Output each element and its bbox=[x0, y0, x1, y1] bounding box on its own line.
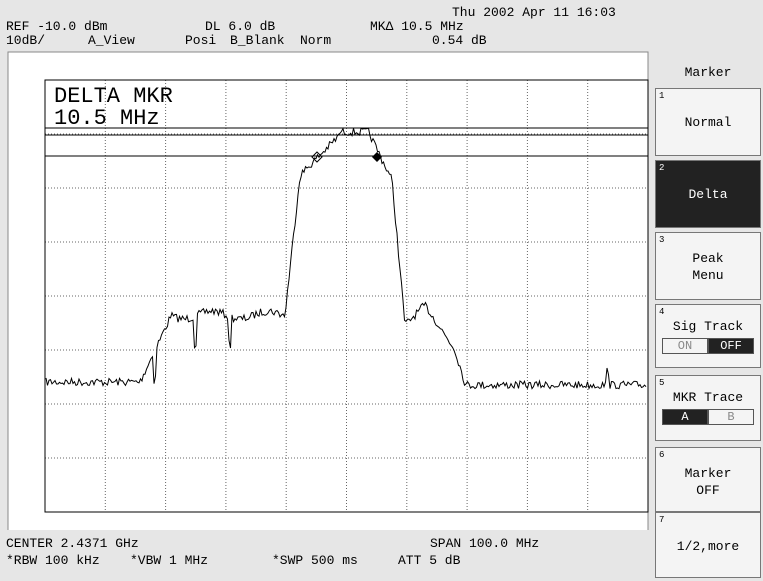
key-label: Sig Track bbox=[672, 319, 744, 334]
option[interactable]: OFF bbox=[708, 338, 754, 354]
softkey[interactable]: 1 Normal bbox=[655, 88, 761, 156]
ref-level: REF -10.0 dBm bbox=[6, 19, 108, 34]
marker-level: 0.54 dB bbox=[432, 33, 487, 48]
marker-delta: MKΔ 10.5 MHz bbox=[370, 19, 464, 34]
softkey[interactable]: 7 1/2,more bbox=[655, 512, 761, 578]
marker-value: 10.5 MHz bbox=[54, 106, 160, 131]
key-label: OFF bbox=[696, 483, 720, 498]
span: SPAN 100.0 MHz bbox=[430, 536, 540, 551]
graticule: DELTA MKR 10.5 MHz bbox=[7, 51, 649, 530]
mode: Norm bbox=[300, 33, 332, 48]
screen bbox=[7, 51, 649, 530]
swp: *SWP 500 ms bbox=[272, 553, 358, 568]
att: ATT 5 dB bbox=[398, 553, 461, 568]
trace bbox=[45, 127, 647, 390]
option[interactable]: B bbox=[708, 409, 754, 425]
softkey[interactable]: 4 Sig Track ON OFF bbox=[655, 304, 761, 368]
view: A_View bbox=[88, 33, 135, 48]
key-number: 2 bbox=[659, 163, 665, 173]
key-label: MKR Trace bbox=[672, 390, 744, 405]
menu-title: Marker bbox=[684, 65, 732, 80]
scale: 10dB/ bbox=[6, 33, 46, 48]
key-label: Peak bbox=[692, 251, 724, 266]
key-number: 4 bbox=[659, 307, 665, 317]
b-trace: B_Blank bbox=[230, 33, 285, 48]
vbw: *VBW 1 MHz bbox=[130, 553, 209, 568]
softkey[interactable]: 5 MKR Trace A B bbox=[655, 375, 761, 441]
key-label: Normal bbox=[684, 115, 732, 130]
softkey[interactable]: 6 Marker OFF bbox=[655, 447, 761, 512]
key-number: 6 bbox=[659, 450, 665, 460]
marker-delta-point bbox=[372, 152, 382, 162]
frame bbox=[44, 79, 649, 513]
softkey[interactable]: 2 Delta bbox=[655, 160, 761, 228]
rbw: *RBW 100 kHz bbox=[6, 553, 100, 568]
detector: Posi bbox=[185, 33, 217, 48]
option[interactable]: ON bbox=[662, 338, 708, 354]
key-number: 7 bbox=[659, 515, 665, 525]
key-number: 3 bbox=[659, 235, 665, 245]
option[interactable]: A bbox=[662, 409, 708, 425]
datetime: Thu 2002 Apr 11 16:03 bbox=[452, 5, 616, 20]
marker-label: DELTA MKR bbox=[54, 84, 173, 109]
display-line: DL 6.0 dB bbox=[205, 19, 276, 34]
marker-ref bbox=[311, 151, 323, 163]
softkey-panel: Marker 1 Normal 2 Delta 3 Peak Menu 4 Sig Track O… bbox=[655, 60, 763, 581]
center: CENTER 2.4371 GHz bbox=[6, 536, 139, 551]
grid bbox=[45, 80, 648, 512]
key-label: Delta bbox=[688, 187, 728, 202]
key-label: Marker bbox=[684, 466, 732, 481]
option-group: ON OFF bbox=[656, 338, 760, 354]
key-number: 5 bbox=[659, 378, 665, 388]
softkey[interactable]: 3 Peak Menu bbox=[655, 232, 761, 300]
key-number: 1 bbox=[659, 91, 665, 101]
key-label: Menu bbox=[692, 268, 724, 283]
key-label: 1/2,more bbox=[676, 539, 740, 554]
